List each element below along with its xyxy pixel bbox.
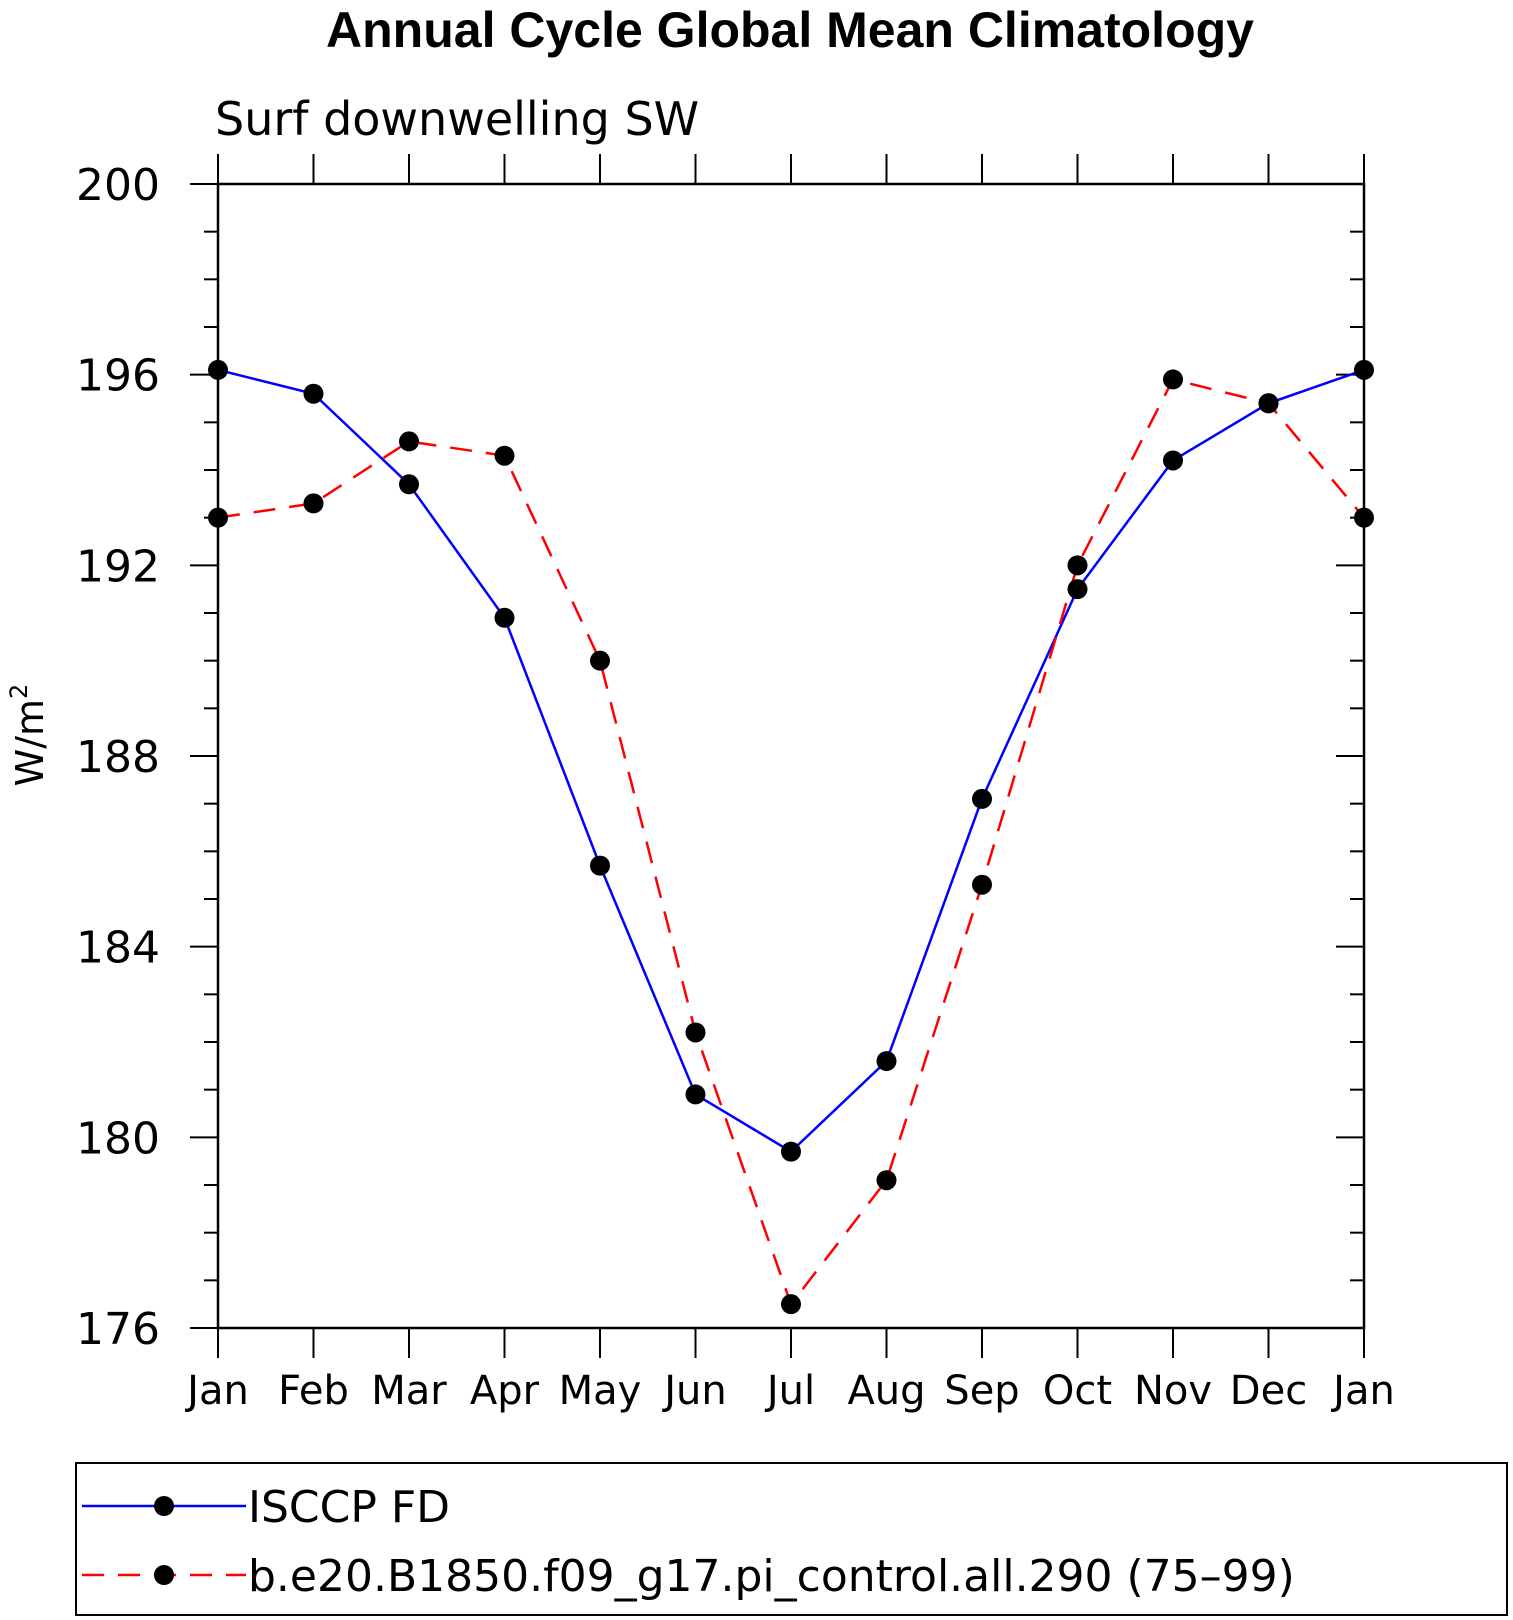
- data-point: [1067, 555, 1088, 576]
- series-layer: [208, 359, 1374, 1315]
- y-axis-label-exponent: 2: [5, 684, 33, 699]
- x-tick-label: May: [559, 1368, 642, 1414]
- legend: ISCCP FD b.e20.B1850.f09_g17.pi_control.…: [75, 1462, 1508, 1616]
- data-point: [1258, 393, 1279, 414]
- x-tick-label: Nov: [1134, 1368, 1212, 1414]
- data-point: [303, 383, 324, 404]
- x-tick-label: Mar: [371, 1368, 447, 1414]
- data-point: [590, 855, 610, 876]
- x-tick-label: Oct: [1043, 1368, 1112, 1414]
- x-tick-label: Feb: [278, 1368, 349, 1414]
- x-axis-ticks: Jan Feb Mar Apr May Jun Jul Aug Sep Oct Nov Dec Jan: [184, 154, 1395, 1414]
- y-axis-label-unit: W/m: [8, 699, 52, 786]
- data-point: [399, 431, 419, 452]
- data-point: [303, 493, 324, 514]
- chart-subtitle: Surf downwelling SW: [215, 92, 699, 146]
- data-point: [590, 650, 610, 671]
- data-point: [972, 874, 992, 895]
- chart-title: Annual Cycle Global Mean Climatology: [326, 2, 1254, 58]
- x-tick-label: Aug: [847, 1368, 925, 1414]
- data-point: [1067, 579, 1088, 600]
- y-tick-label: 184: [76, 923, 160, 974]
- x-tick-label: Jun: [661, 1368, 727, 1414]
- data-point: [876, 1170, 897, 1191]
- y-tick-label: 200: [76, 160, 160, 211]
- legend-box: [75, 1462, 1508, 1616]
- y-tick-label: 188: [76, 732, 160, 783]
- legend-marker-isccp: [154, 1496, 174, 1516]
- y-tick-label: 180: [76, 1113, 160, 1164]
- y-tick-label: 176: [76, 1304, 160, 1355]
- data-point: [781, 1141, 801, 1162]
- data-point: [208, 507, 228, 528]
- data-point: [208, 359, 228, 380]
- series-line-0: [217, 368, 1365, 1154]
- x-tick-label: Jan: [1330, 1368, 1395, 1414]
- data-point: [494, 607, 515, 628]
- data-point: [399, 474, 419, 495]
- legend-label-model: b.e20.B1850.f09_g17.pi_control.all.290 (…: [248, 1551, 1295, 1602]
- data-point: [781, 1294, 801, 1315]
- data-point: [685, 1022, 706, 1043]
- data-point: [494, 445, 515, 466]
- legend-marker-model: [154, 1565, 174, 1585]
- x-tick-label: Apr: [470, 1368, 540, 1414]
- x-tick-label: Jul: [764, 1368, 815, 1414]
- data-point: [1163, 450, 1183, 471]
- x-tick-label: Dec: [1230, 1368, 1307, 1414]
- x-tick-label: Sep: [944, 1368, 1019, 1414]
- x-tick-label: Jan: [184, 1368, 249, 1414]
- legend-label-isccp: ISCCP FD: [248, 1482, 450, 1533]
- data-point: [1354, 359, 1374, 380]
- data-point: [1163, 369, 1183, 390]
- y-axis-ticks: 176 180 184 188 192 196 200: [76, 160, 1364, 1355]
- data-point: [876, 1051, 897, 1072]
- data-point: [1354, 507, 1374, 528]
- data-point: [685, 1084, 706, 1105]
- data-point: [972, 788, 992, 809]
- y-tick-label: 192: [76, 541, 160, 592]
- series-line-1: [217, 377, 1365, 1307]
- y-tick-label: 196: [76, 351, 160, 402]
- y-axis-label: W/m2: [5, 684, 52, 787]
